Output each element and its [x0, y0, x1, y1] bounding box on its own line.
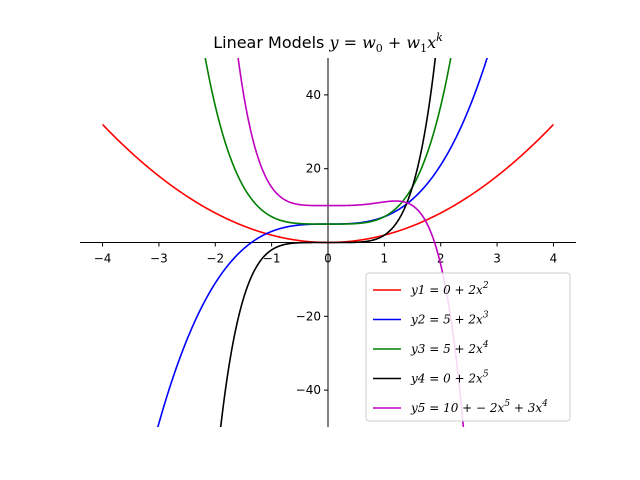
series-line-y3 — [204, 58, 452, 225]
legend-entry-y5: y5 = 10 + − 2x5 + 3x4 — [410, 399, 548, 415]
axes: −4 −3 −2 −1 0 1 2 3 4 −40 −20 20 40 — [80, 58, 576, 427]
legend-entry-y2: y2 = 5 + 2x3 — [410, 311, 489, 327]
legend-entry-y3: y3 = 5 + 2x4 — [410, 340, 489, 356]
x-tick-label: 0 — [324, 252, 332, 266]
x-tick-label: 2 — [437, 252, 445, 266]
legend-box — [365, 272, 571, 422]
x-tick-label: 4 — [550, 252, 558, 266]
y-tick-label: −20 — [296, 309, 321, 323]
series-line-y5 — [237, 58, 465, 427]
x-tick-label: −3 — [150, 252, 168, 266]
x-tick-label: −4 — [94, 252, 112, 266]
y-tick-label: 40 — [306, 88, 321, 102]
y-tick-label: 20 — [306, 162, 321, 176]
legend-entry-y4: y4 = 0 + 2x5 — [410, 370, 489, 386]
chart-title: Linear Models y = w0 + w1xk — [213, 31, 443, 55]
series-line-y4 — [219, 58, 437, 427]
series-group — [101, 58, 555, 427]
legend: y1 = 0 + 2x2 y2 = 5 + 2x3 y3 = 5 + 2x4 y4 =… — [365, 272, 571, 422]
x-tick-label: −1 — [263, 252, 281, 266]
x-tick-label: 3 — [493, 252, 501, 266]
legend-entry-y1: y1 = 0 + 2x2 — [410, 281, 489, 297]
x-tick-label: −2 — [206, 252, 224, 266]
x-tick-label: 1 — [381, 252, 389, 266]
y-tick-label: −40 — [296, 383, 321, 397]
